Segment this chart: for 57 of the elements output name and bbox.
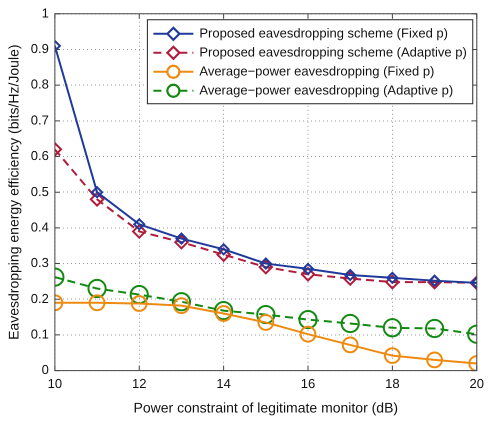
point: [130, 285, 149, 304]
point: [88, 294, 106, 312]
point: [343, 271, 358, 286]
point: [382, 318, 402, 338]
y-tick-label: 0.5: [30, 184, 49, 199]
point: [90, 192, 104, 207]
point: [426, 351, 443, 368]
point: [386, 272, 398, 284]
point: [424, 318, 444, 338]
point: [258, 260, 274, 274]
legend-label: Average−power eavesdropping (Fixed p): [199, 63, 434, 78]
point: [133, 218, 146, 230]
point: [340, 314, 360, 334]
y-axis-title: Eavesdropping energy efficiency (bits/Hz/Joule): [5, 44, 22, 340]
x-axis-title: Power constraint of legitimate monitor (dB): [134, 399, 398, 416]
point: [260, 258, 272, 270]
x-tick-label: 16: [300, 376, 316, 391]
point: [300, 267, 316, 282]
point: [218, 243, 230, 256]
point: [172, 292, 192, 312]
legend-label: Average−power eavesdropping (Adaptive p): [199, 82, 454, 98]
x-tick-label: 14: [216, 376, 231, 391]
point: [130, 295, 148, 312]
point: [344, 268, 356, 281]
point: [385, 274, 400, 290]
x-tick-label: 18: [385, 376, 400, 391]
y-tick-label: 0.1: [30, 326, 49, 342]
y-tick-label: 0.9: [30, 41, 49, 56]
point: [384, 347, 401, 364]
point: [174, 234, 189, 250]
y-tick-label: 0.2: [30, 290, 49, 306]
point: [132, 224, 146, 239]
point: [87, 278, 107, 298]
point: [175, 232, 188, 245]
legend-label: Proposed eavesdropping scheme (Adaptive p): [199, 44, 467, 60]
point: [216, 247, 231, 262]
y-tick-label: 0.6: [30, 148, 49, 164]
legend-label: Proposed eavesdropping scheme (Fixed p): [199, 25, 448, 40]
y-tick-label: 0.8: [30, 76, 49, 92]
x-tick-label: 12: [132, 376, 146, 391]
y-tick-label: 0.4: [30, 219, 49, 234]
point: [173, 297, 190, 314]
point: [300, 326, 316, 343]
x-tick-label: 10: [48, 376, 62, 391]
y-tick-label: 0.7: [30, 112, 49, 128]
x-tick-label: 20: [470, 376, 484, 391]
point: [215, 305, 232, 322]
y-tick-label: 0: [42, 362, 49, 378]
point: [257, 314, 274, 331]
y-tick-label: 0.3: [30, 255, 49, 270]
point: [342, 336, 359, 354]
point: [256, 304, 276, 324]
point: [214, 301, 234, 320]
point: [91, 186, 104, 198]
y-tick-label: 1: [42, 5, 49, 20]
point: [298, 310, 318, 330]
point: [302, 262, 314, 275]
